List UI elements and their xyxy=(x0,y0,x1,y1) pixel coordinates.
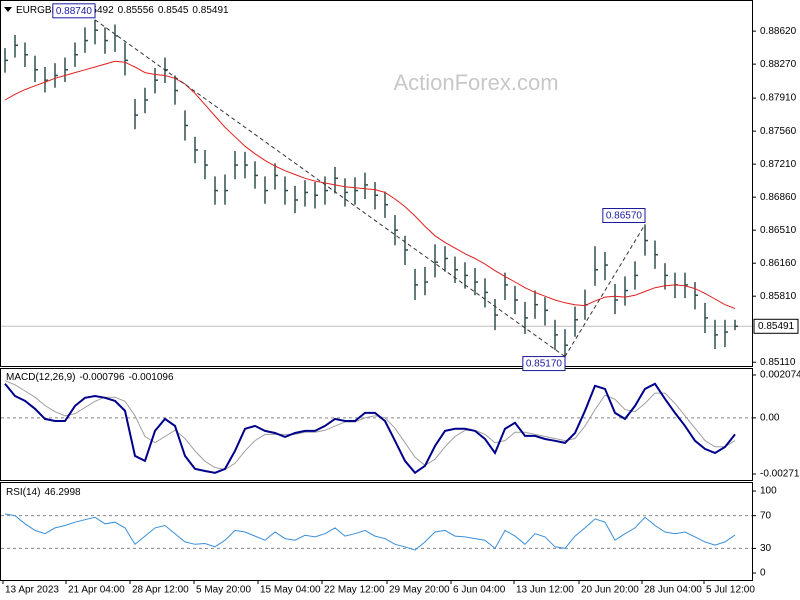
x-tick-label: 28 Jun 04:00 xyxy=(644,585,702,596)
chart-header: EURGBP,H4 0.85492 0.85556 0.8545 0.85491 xyxy=(16,5,229,16)
moving-average xyxy=(4,60,736,309)
macd-header: MACD(12,26,9) -0.000796 -0.001096 xyxy=(6,372,174,383)
y-tick-label: 0.00 xyxy=(760,413,780,424)
watermark: ActionForex.com xyxy=(393,70,558,95)
macd-main-line xyxy=(4,382,736,475)
macd-panel xyxy=(0,368,753,481)
y-tick-label: 0.85110 xyxy=(760,357,796,368)
x-tick-label: 29 May 20:00 xyxy=(389,585,450,596)
rsi-line xyxy=(4,513,736,551)
price-panel xyxy=(0,0,753,367)
y-tick-label: 0 xyxy=(760,568,766,579)
y-tick-label: 30 xyxy=(760,543,772,554)
y-tick-label: 0.85810 xyxy=(760,291,797,302)
close: 0.85491 xyxy=(192,5,229,16)
x-tick-label: 13 Apr 2023 xyxy=(5,585,59,596)
y-tick-label: 0.88270 xyxy=(760,59,797,70)
y-tick-label: 0.87210 xyxy=(760,159,797,170)
x-tick-label: 13 Jun 12:00 xyxy=(516,585,574,596)
x-tick-label: 5 Jul 12:00 xyxy=(706,585,755,596)
y-tick-label: 0.86510 xyxy=(760,225,797,236)
y-tick-label: 0.88620 xyxy=(760,26,797,37)
macd-label: MACD(12,26,9) xyxy=(6,372,75,383)
x-tick-label: 21 Apr 04:00 xyxy=(68,585,125,596)
y-tick-label: 0.87910 xyxy=(760,93,797,104)
trend-line xyxy=(94,19,566,357)
open: 0.85492 xyxy=(78,5,115,16)
macd-signal-line xyxy=(4,380,736,471)
y-tick-label: 70 xyxy=(760,510,772,521)
high: 0.85556 xyxy=(118,5,155,16)
annotation-label: 0.88740 xyxy=(56,6,93,17)
x-tick-label: 6 Jun 04:00 xyxy=(453,585,506,596)
y-tick-label: -0.002716 xyxy=(760,469,800,480)
trend-line xyxy=(564,224,646,357)
current-price-box xyxy=(753,318,799,334)
symbol: EURGBP,H4 xyxy=(16,5,73,16)
annotation-label: 0.85170 xyxy=(526,359,563,370)
y-tick-label: 0.86860 xyxy=(760,192,797,203)
x-tick-label: 20 Jun 20:00 xyxy=(581,585,639,596)
y-tick-label: 0.87560 xyxy=(760,126,797,137)
y-tick-label: 0.002074 xyxy=(760,370,800,381)
macd-main-value: -0.000796 xyxy=(79,372,124,383)
y-tick-label: 0.86160 xyxy=(760,258,797,269)
menu-icon[interactable] xyxy=(4,7,12,12)
x-tick-label: 28 Apr 12:00 xyxy=(132,585,189,596)
y-tick-label: 100 xyxy=(760,486,777,497)
macd-signal-value: -0.001096 xyxy=(129,372,174,383)
rsi-value: 46.2998 xyxy=(44,487,81,498)
rsi-panel xyxy=(0,482,753,581)
rsi-label: RSI(14) xyxy=(6,487,40,498)
low: 0.8545 xyxy=(158,5,189,16)
x-tick-label: 5 May 20:00 xyxy=(196,585,251,596)
annotation-label: 0.86570 xyxy=(606,211,643,222)
annotation-box xyxy=(602,208,646,224)
x-tick-label: 22 May 12:00 xyxy=(324,585,385,596)
current-price-label: 0.85491 xyxy=(758,321,795,332)
annotation-box xyxy=(522,356,566,372)
rsi-header: RSI(14) 46.2998 xyxy=(6,487,81,498)
annotation-box xyxy=(52,3,96,19)
x-tick-label: 15 May 04:00 xyxy=(260,585,321,596)
